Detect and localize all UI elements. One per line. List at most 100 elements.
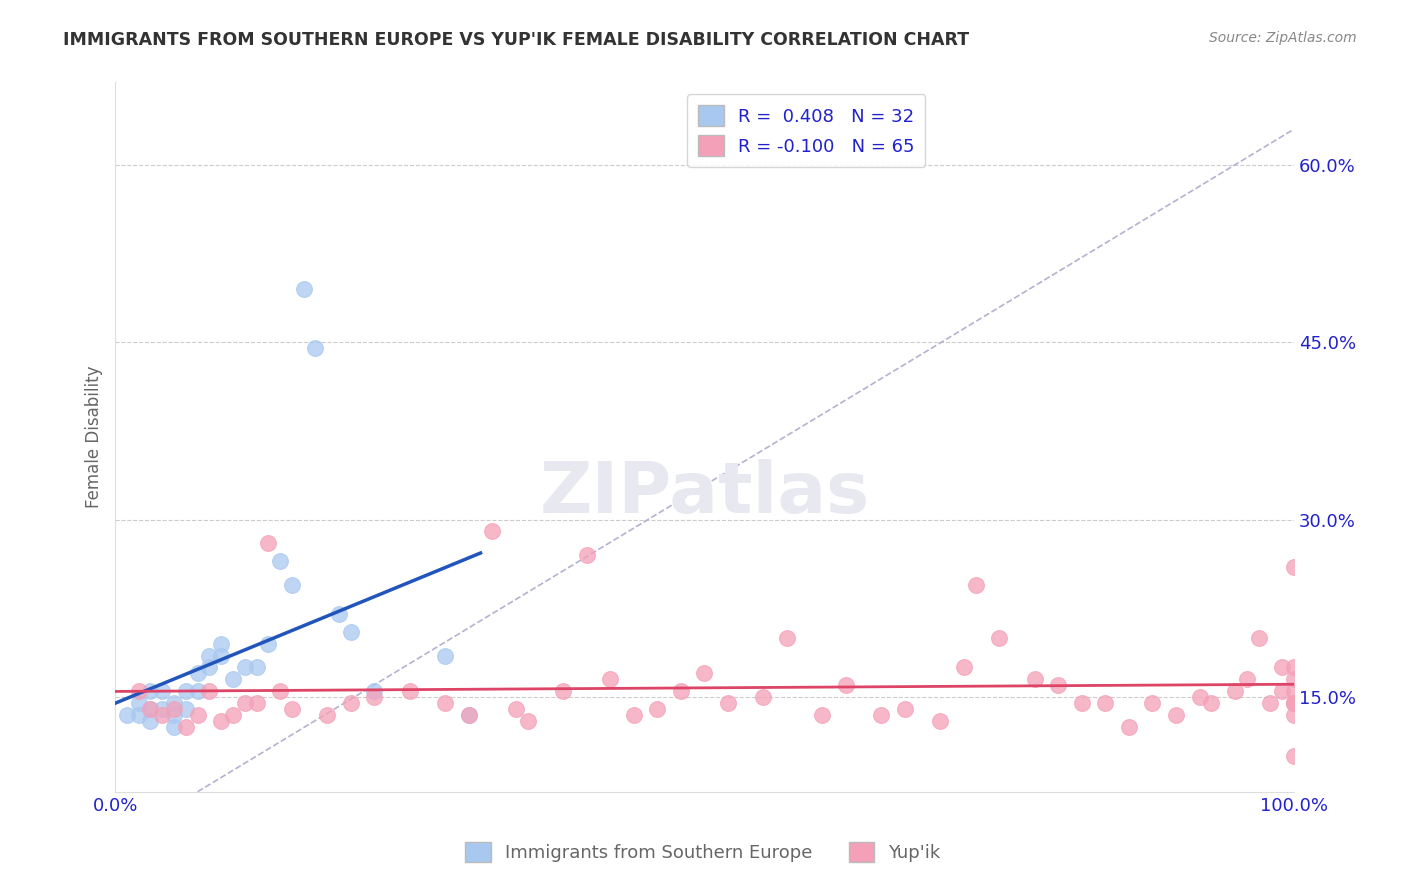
- Point: [1236, 673, 1258, 687]
- Point: [1282, 707, 1305, 722]
- Point: [150, 707, 173, 722]
- Point: [245, 660, 267, 674]
- Point: [988, 631, 1011, 645]
- Point: [150, 684, 173, 698]
- Point: [233, 660, 256, 674]
- Point: [292, 282, 315, 296]
- Point: [1282, 749, 1305, 764]
- Text: Source: ZipAtlas.com: Source: ZipAtlas.com: [1209, 31, 1357, 45]
- Point: [174, 702, 197, 716]
- Point: [128, 707, 150, 722]
- Point: [647, 702, 669, 716]
- Point: [717, 696, 740, 710]
- Text: IMMIGRANTS FROM SOUTHERN EUROPE VS YUP'IK FEMALE DISABILITY CORRELATION CHART: IMMIGRANTS FROM SOUTHERN EUROPE VS YUP'I…: [63, 31, 969, 49]
- Point: [1282, 684, 1305, 698]
- Point: [115, 707, 138, 722]
- Point: [929, 714, 952, 728]
- Point: [163, 720, 186, 734]
- Point: [198, 684, 221, 698]
- Point: [163, 707, 186, 722]
- Point: [835, 678, 858, 692]
- Point: [1282, 560, 1305, 574]
- Point: [1282, 660, 1305, 674]
- Point: [209, 714, 232, 728]
- Point: [363, 690, 385, 704]
- Text: ZIPatlas: ZIPatlas: [540, 459, 869, 528]
- Legend: R =  0.408   N = 32, R = -0.100   N = 65: R = 0.408 N = 32, R = -0.100 N = 65: [688, 95, 925, 167]
- Point: [1188, 690, 1211, 704]
- Point: [623, 707, 645, 722]
- Point: [269, 684, 291, 698]
- Point: [139, 684, 162, 698]
- Point: [340, 696, 363, 710]
- Point: [1094, 696, 1116, 710]
- Point: [128, 684, 150, 698]
- Point: [398, 684, 420, 698]
- Point: [693, 666, 716, 681]
- Point: [575, 548, 598, 562]
- Point: [233, 696, 256, 710]
- Point: [209, 637, 232, 651]
- Point: [1271, 660, 1294, 674]
- Point: [516, 714, 538, 728]
- Point: [139, 702, 162, 716]
- Point: [1070, 696, 1092, 710]
- Point: [457, 707, 479, 722]
- Point: [174, 684, 197, 698]
- Point: [776, 631, 799, 645]
- Point: [340, 625, 363, 640]
- Point: [965, 577, 987, 591]
- Point: [752, 690, 775, 704]
- Point: [669, 684, 692, 698]
- Point: [139, 714, 162, 728]
- Point: [434, 696, 457, 710]
- Point: [281, 577, 304, 591]
- Point: [363, 684, 385, 698]
- Point: [481, 524, 503, 539]
- Point: [222, 707, 245, 722]
- Point: [1282, 696, 1305, 710]
- Point: [870, 707, 893, 722]
- Point: [1247, 631, 1270, 645]
- Point: [139, 702, 162, 716]
- Point: [1024, 673, 1046, 687]
- Point: [209, 648, 232, 663]
- Point: [257, 536, 280, 550]
- Point: [269, 554, 291, 568]
- Point: [1223, 684, 1246, 698]
- Point: [1201, 696, 1223, 710]
- Point: [257, 637, 280, 651]
- Point: [1258, 696, 1281, 710]
- Point: [551, 684, 574, 698]
- Point: [187, 666, 209, 681]
- Point: [1271, 684, 1294, 698]
- Point: [1282, 673, 1305, 687]
- Point: [128, 696, 150, 710]
- Point: [505, 702, 527, 716]
- Point: [1118, 720, 1140, 734]
- Point: [1142, 696, 1164, 710]
- Point: [187, 684, 209, 698]
- Point: [1282, 696, 1305, 710]
- Point: [222, 673, 245, 687]
- Point: [150, 702, 173, 716]
- Point: [174, 720, 197, 734]
- Point: [457, 707, 479, 722]
- Point: [599, 673, 621, 687]
- Point: [245, 696, 267, 710]
- Point: [304, 341, 326, 355]
- Point: [1047, 678, 1070, 692]
- Legend: Immigrants from Southern Europe, Yup'ik: Immigrants from Southern Europe, Yup'ik: [458, 834, 948, 870]
- Point: [198, 648, 221, 663]
- Point: [952, 660, 974, 674]
- Point: [187, 707, 209, 722]
- Point: [894, 702, 917, 716]
- Point: [281, 702, 304, 716]
- Point: [328, 607, 350, 622]
- Point: [1282, 696, 1305, 710]
- Point: [163, 696, 186, 710]
- Point: [163, 702, 186, 716]
- Point: [316, 707, 339, 722]
- Y-axis label: Female Disability: Female Disability: [86, 366, 103, 508]
- Point: [434, 648, 457, 663]
